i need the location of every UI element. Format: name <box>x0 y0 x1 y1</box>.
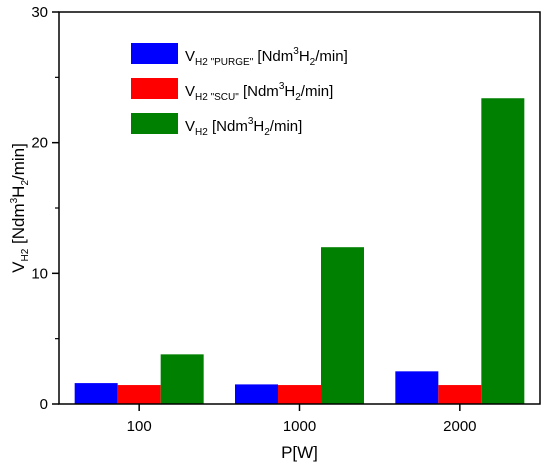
bar-total-100 <box>160 354 204 404</box>
x-tick-label-1000: 1000 <box>283 418 316 435</box>
bar-total-2000 <box>481 98 525 405</box>
bar-scu-2000 <box>438 385 482 404</box>
legend-label-scu: VH2 "SCU" [Ndm3H2/min] <box>185 81 333 103</box>
y-tick-label-0: 0 <box>40 396 48 413</box>
bar-purge-1000 <box>235 384 278 404</box>
y-axis-label: VH2 [Ndm3H2/min] <box>9 143 31 273</box>
plot-frame <box>58 11 541 405</box>
bar-total-1000 <box>321 247 364 404</box>
x-axis-label: P[W] <box>281 443 318 462</box>
bar-purge-2000 <box>395 371 439 404</box>
x-tick-label-2000: 2000 <box>443 418 476 435</box>
legend-label-purge: VH2 "PURGE" [Ndm3H2/min] <box>185 46 348 68</box>
bars-group <box>74 98 525 405</box>
bar-scu-1000 <box>278 385 321 404</box>
y-tick-label-30: 30 <box>31 4 48 21</box>
legend-swatch-purge <box>131 43 178 64</box>
legend-swatch-scu <box>131 78 178 99</box>
legend-swatch-total <box>131 113 178 134</box>
y-tick-label-10: 10 <box>31 265 48 282</box>
bar-purge-100 <box>74 383 118 404</box>
bar-scu-100 <box>117 385 161 404</box>
x-tick-label-100: 100 <box>127 418 152 435</box>
legend-label-total: VH2 [Ndm3H2/min] <box>185 116 302 138</box>
legend: VH2 "PURGE" [Ndm3H2/min] VH2 "SCU" [Ndm3… <box>131 43 348 138</box>
ticks-group: 100 1000 2000 0 10 20 30 <box>31 4 476 435</box>
y-tick-label-20: 20 <box>31 135 48 152</box>
